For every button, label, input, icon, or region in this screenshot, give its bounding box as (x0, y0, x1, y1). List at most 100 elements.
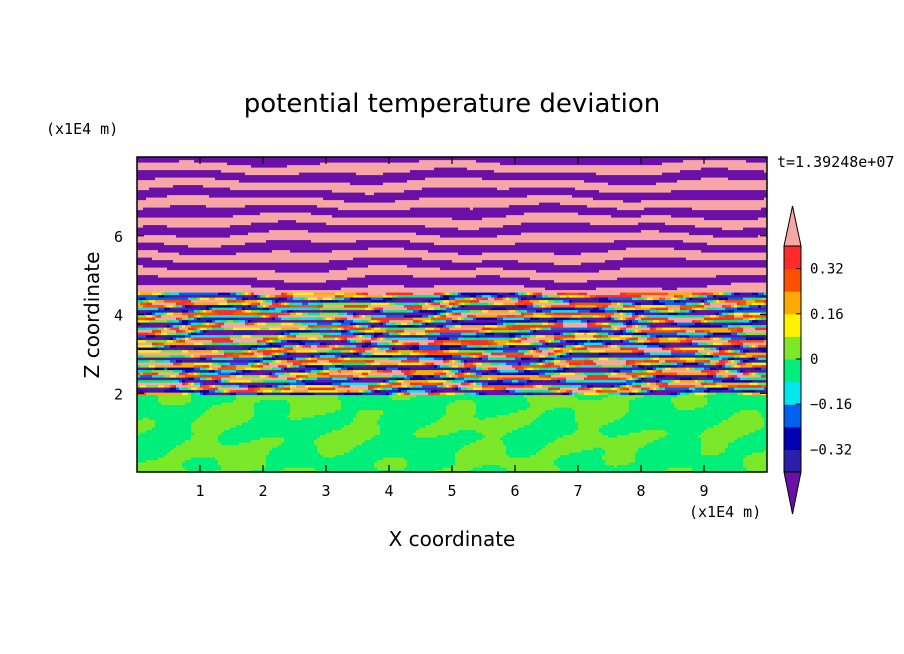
contour-cell (617, 344, 621, 348)
contour-cell (341, 309, 372, 313)
contour-cell (656, 369, 660, 373)
contour-cell (626, 247, 675, 251)
contour-cell (233, 352, 243, 356)
contour-cell (443, 312, 447, 316)
contour-cell (260, 362, 264, 366)
contour-cell (203, 314, 210, 318)
contour-cell (398, 367, 411, 371)
contour-cell (734, 359, 738, 363)
contour-cell (293, 389, 309, 393)
contour-cell (566, 379, 579, 383)
contour-cell (494, 349, 504, 353)
contour-cell (743, 434, 767, 438)
contour-cell (614, 307, 624, 311)
contour-cell (260, 339, 267, 343)
contour-cell (473, 362, 477, 366)
contour-cell (215, 322, 219, 326)
contour-cell (443, 374, 447, 378)
contour-cell (434, 167, 468, 171)
contour-cell (221, 169, 411, 173)
contour-cell (641, 324, 645, 328)
contour-cell (662, 382, 669, 386)
contour-cell (257, 304, 261, 308)
contour-cell (746, 372, 750, 376)
contour-cell (635, 339, 639, 343)
contour-cell (452, 357, 477, 361)
contour-cell (452, 304, 456, 308)
contour-cell (545, 359, 549, 363)
contour-cell (623, 257, 687, 261)
contour-cell (545, 379, 558, 383)
contour-cell (248, 347, 252, 351)
contour-cell (386, 337, 393, 341)
contour-cell (434, 372, 441, 376)
contour-cell (605, 372, 612, 376)
contour-cell (509, 339, 516, 343)
contour-cell (626, 317, 630, 321)
contour-cell (341, 404, 447, 408)
contour-cell (239, 442, 282, 446)
contour-cell (551, 359, 555, 363)
contour-cell (236, 299, 246, 303)
contour-cell (620, 382, 627, 386)
contour-cell (695, 322, 702, 326)
contour-cell (719, 347, 723, 351)
contour-cell (344, 304, 369, 308)
contour-cell (251, 344, 282, 348)
contour-cell (701, 307, 708, 311)
contour-cell (503, 302, 516, 306)
contour-cell (269, 354, 273, 358)
contour-cell (335, 317, 342, 321)
contour-cell (503, 297, 507, 301)
contour-cell (704, 294, 708, 298)
contour-cell (380, 309, 384, 313)
contour-cell (737, 319, 750, 323)
contour-cell (758, 357, 765, 361)
contour-cell (470, 302, 489, 306)
contour-cell (311, 307, 321, 311)
contour-cell (440, 267, 477, 271)
contour-cell (197, 382, 201, 386)
contour-cell (323, 454, 336, 458)
contour-cell (338, 312, 345, 316)
contour-cell (275, 387, 285, 391)
contour-cell (329, 349, 342, 353)
contour-cell (686, 309, 690, 313)
contour-cell (752, 344, 756, 348)
contour-cell (164, 324, 168, 328)
contour-cell (707, 392, 717, 396)
contour-cell (719, 374, 723, 378)
contour-cell (578, 379, 585, 383)
contour-cell (611, 317, 615, 321)
contour-cell (629, 409, 741, 413)
contour-cell (338, 327, 342, 331)
contour-cell (473, 377, 480, 381)
contour-cell (515, 292, 519, 296)
contour-cell (545, 372, 549, 376)
contour-cell (725, 307, 738, 311)
contour-cell (764, 387, 767, 391)
contour-cell (338, 324, 348, 328)
contour-cell (473, 359, 537, 363)
contour-cell (230, 292, 237, 296)
contour-cell (488, 392, 516, 396)
contour-cell (194, 347, 207, 351)
contour-cell (578, 424, 603, 428)
contour-cell (173, 312, 183, 316)
contour-cell (365, 347, 372, 351)
contour-cell (137, 457, 159, 461)
colorbar-band (784, 381, 801, 405)
contour-cell (161, 312, 165, 316)
contour-cell (626, 362, 630, 366)
contour-cell (632, 319, 639, 323)
contour-cell (731, 282, 767, 286)
contour-cell (341, 327, 345, 331)
contour-cell (563, 337, 576, 341)
contour-cell (707, 399, 767, 403)
contour-cell (362, 292, 369, 296)
contour-cell (236, 374, 243, 378)
contour-cell (449, 337, 459, 341)
contour-cell (740, 409, 759, 413)
contour-cell (212, 357, 234, 361)
